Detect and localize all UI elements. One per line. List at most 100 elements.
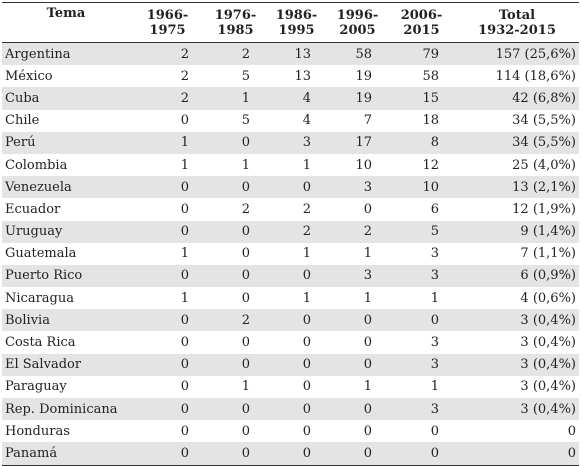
count-cell: 1 xyxy=(363,379,372,395)
country-cell: El Salvador xyxy=(2,353,130,376)
table-row: Bolivia 0 2 0 0 0 3 (0,4%) xyxy=(2,309,579,332)
header-line-2: 2005 xyxy=(339,22,376,38)
country-cell: Guatemala xyxy=(5,246,77,262)
total-cell: 4 (0,6%) xyxy=(520,290,576,306)
count-cell: 58 xyxy=(422,68,439,84)
header-line-1: 1996- xyxy=(336,7,379,23)
count-cell: 3 xyxy=(388,353,455,376)
header-line-1: Tema xyxy=(46,6,86,21)
country-cell: Bolivia xyxy=(2,309,130,332)
count-cell: 3 xyxy=(388,264,455,288)
table-row: Puerto Rico 0 0 0 3 3 6 (0,9%) xyxy=(2,264,579,288)
country-cell: Ecuador xyxy=(5,201,61,217)
count-cell: 0 xyxy=(302,335,311,351)
count-cell: 1 xyxy=(180,157,189,173)
count-cell: 5 xyxy=(241,68,250,84)
count-cell: 3 xyxy=(430,246,439,262)
count-cell: 2 xyxy=(130,87,205,110)
count-cell: 15 xyxy=(388,87,455,110)
total-cell: 34 (5,5%) xyxy=(512,113,576,129)
header-line-1: 1966- xyxy=(146,7,189,23)
table-row: Guatemala 1 0 1 1 3 7 (1,1%) xyxy=(2,243,579,265)
count-cell: 2 xyxy=(205,42,266,66)
count-cell: 1 xyxy=(363,290,372,306)
count-cell: 3 xyxy=(266,131,327,154)
header-period-5: 2006- 2015 xyxy=(388,2,455,43)
total-cell: 6 (0,9%) xyxy=(455,264,579,288)
table-row: México 2 5 13 19 58 114 (18,6%) xyxy=(2,65,579,87)
count-cell: 0 xyxy=(180,113,189,129)
count-cell: 0 xyxy=(130,220,205,243)
table-row: Cuba 2 1 4 19 15 42 (6,8%) xyxy=(2,87,579,110)
table-row: Rep. Dominicana 0 0 0 0 3 3 (0,4%) xyxy=(2,398,579,421)
count-cell: 0 xyxy=(266,176,327,199)
header-period-4: 1996- 2005 xyxy=(327,2,388,43)
count-cell: 0 xyxy=(205,131,266,154)
count-cell: 0 xyxy=(205,353,266,376)
total-cell: 12 (1,9%) xyxy=(512,201,576,217)
table-row: Honduras 0 0 0 0 0 0 xyxy=(2,420,579,442)
total-cell: 157 (25,6%) xyxy=(455,42,579,66)
count-cell: 0 xyxy=(430,423,439,439)
count-cell: 2 xyxy=(302,201,311,217)
count-cell: 4 xyxy=(266,87,327,110)
count-cell: 0 xyxy=(327,398,388,421)
count-cell: 0 xyxy=(363,335,372,351)
header-period-2: 1976- 1985 xyxy=(205,2,266,43)
table-body: Argentina 2 2 13 58 79 157 (25,6%) México 2 5 13 19… xyxy=(2,42,579,466)
country-cell: Uruguay xyxy=(2,220,130,243)
total-cell: 114 (18,6%) xyxy=(495,68,576,84)
country-cell: Honduras xyxy=(5,423,70,439)
count-cell: 0 xyxy=(266,264,327,288)
total-cell: 3 (0,4%) xyxy=(520,379,576,395)
header-row: Tema 1966- 1975 1976- 1985 1986- 1995 1996- 2005… xyxy=(2,2,579,43)
count-cell: 1 xyxy=(430,290,439,306)
count-cell: 8 xyxy=(388,131,455,154)
count-cell: 0 xyxy=(363,201,372,217)
header-line-1: 1976- xyxy=(214,7,257,23)
header-line-2: 2015 xyxy=(403,22,440,38)
count-cell: 10 xyxy=(355,157,372,173)
count-cell: 3 xyxy=(430,335,439,351)
count-cell: 0 xyxy=(241,290,250,306)
count-cell: 1 xyxy=(302,246,311,262)
count-cell: 0 xyxy=(388,309,455,332)
count-cell: 0 xyxy=(130,398,205,421)
table-header: Tema 1966- 1975 1976- 1985 1986- 1995 1996- 2005… xyxy=(2,2,579,43)
count-cell: 4 xyxy=(302,113,311,129)
count-cell: 0 xyxy=(130,442,205,466)
table-row: El Salvador 0 0 0 0 3 3 (0,4%) xyxy=(2,353,579,376)
count-cell: 0 xyxy=(302,379,311,395)
total-cell: 25 (4,0%) xyxy=(512,157,576,173)
country-cell: Venezuela xyxy=(2,176,130,199)
header-line-2: 1932-2015 xyxy=(478,22,556,38)
count-cell: 1 xyxy=(302,157,311,173)
total-cell: 3 (0,4%) xyxy=(520,335,576,351)
count-cell: 0 xyxy=(266,309,327,332)
count-cell: 0 xyxy=(205,220,266,243)
count-cell: 0 xyxy=(130,353,205,376)
count-cell: 1 xyxy=(363,246,372,262)
count-cell: 0 xyxy=(327,309,388,332)
count-cell: 0 xyxy=(180,201,189,217)
table-row: Argentina 2 2 13 58 79 157 (25,6%) xyxy=(2,42,579,66)
country-cell: México xyxy=(5,68,53,84)
count-cell: 13 xyxy=(294,68,311,84)
country-cell: Panamá xyxy=(2,442,130,466)
total-cell: 9 (1,4%) xyxy=(455,220,579,243)
count-cell: 0 xyxy=(205,176,266,199)
table-row: Chile 0 5 4 7 18 34 (5,5%) xyxy=(2,110,579,132)
count-cell: 3 xyxy=(388,398,455,421)
header-tema: Tema xyxy=(2,2,130,43)
table-row: Nicaragua 1 0 1 1 1 4 (0,6%) xyxy=(2,287,579,309)
table-row: Perú 1 0 3 17 8 34 (5,5%) xyxy=(2,131,579,154)
table-row: Venezuela 0 0 0 3 10 13 (2,1%) xyxy=(2,176,579,199)
total-cell: 0 xyxy=(455,442,579,466)
count-cell: 2 xyxy=(241,201,250,217)
count-cell: 0 xyxy=(180,379,189,395)
count-cell: 1 xyxy=(180,246,189,262)
count-cell: 0 xyxy=(266,398,327,421)
count-cell: 58 xyxy=(327,42,388,66)
count-cell: 79 xyxy=(388,42,455,66)
